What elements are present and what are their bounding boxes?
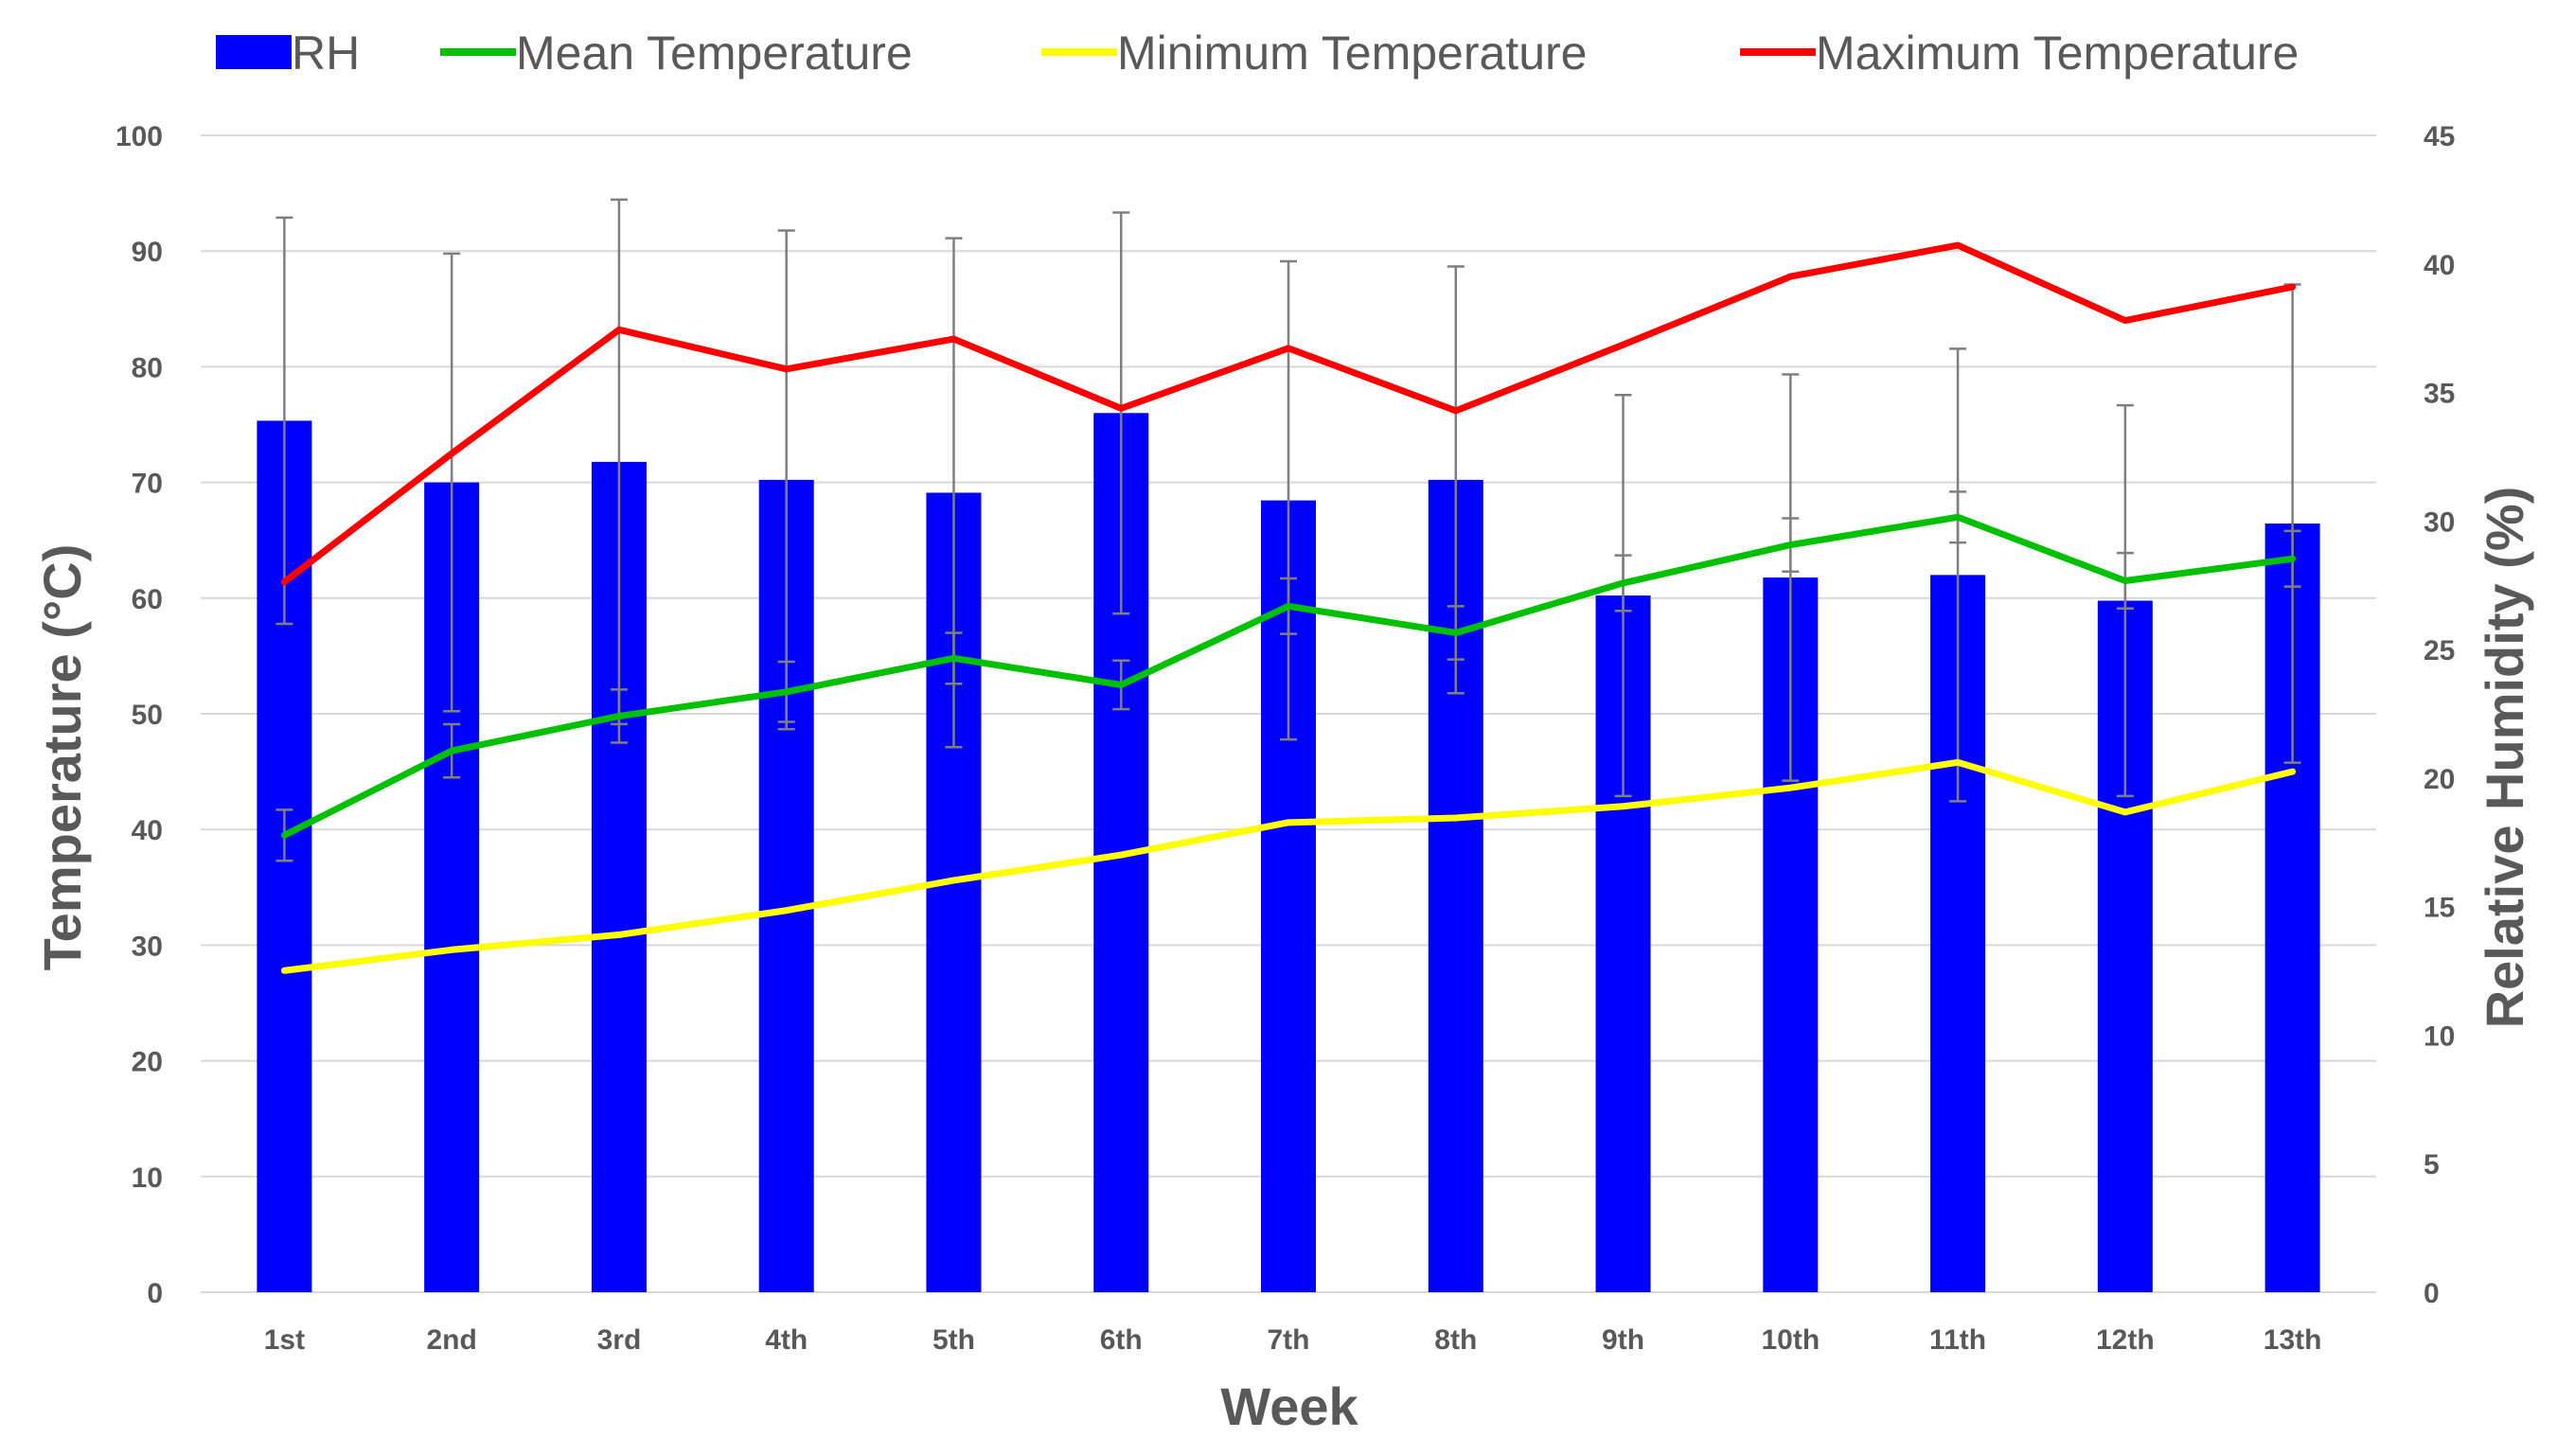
x-tick-label: 3rd (597, 1324, 642, 1356)
y-tick-label: 0 (147, 1278, 163, 1309)
y2-tick-label: 15 (2424, 893, 2455, 924)
maximum-temperature-line (280, 241, 2297, 586)
y2-tick-label: 25 (2424, 635, 2455, 666)
y-tick-label: 70 (132, 469, 163, 500)
y-axis-title: Temperature (°C) (32, 544, 92, 971)
y-tick-label: 50 (132, 700, 163, 731)
y-tick-label: 20 (132, 1047, 163, 1078)
y2-tick-label: 20 (2424, 764, 2455, 795)
y2-tick-label: 5 (2424, 1149, 2440, 1181)
y2-tick-label: 0 (2424, 1278, 2440, 1309)
mean-temperature-line (280, 513, 2297, 839)
x-tick-label: 13th (2264, 1324, 2322, 1356)
y-tick-label: 80 (132, 352, 163, 383)
x-tick-label: 11th (1929, 1324, 1986, 1356)
x-tick-label: 4th (765, 1324, 808, 1356)
y2-tick-label: 40 (2424, 250, 2455, 281)
y2-axis-title: Relative Humidity (%) (2475, 487, 2534, 1029)
x-tick-label: 8th (1434, 1324, 1477, 1356)
x-tick-label: 2nd (426, 1324, 476, 1356)
legend-label: Mean Temperature (516, 27, 913, 80)
axes: 0 10 20 30 40 50 60 70 80 90 100 0 5 10 15 20 25 30 35 40 45… (115, 121, 2455, 1356)
y2-tick-label: 45 (2424, 121, 2455, 152)
x-tick-label: 1st (264, 1324, 305, 1356)
x-tick-label: 12th (2096, 1324, 2155, 1356)
x-tick-label: 9th (1602, 1324, 1644, 1356)
y2-tick-label: 10 (2424, 1021, 2455, 1052)
y2-tick-label: 30 (2424, 506, 2455, 538)
legend-label: RH (292, 27, 360, 80)
x-tick-label: 10th (1761, 1324, 1820, 1356)
y2-tick-label: 35 (2424, 379, 2455, 410)
temperature-lines (280, 241, 2297, 974)
minimum-temperature-line (280, 758, 2297, 974)
x-tick-label: 6th (1100, 1324, 1143, 1356)
legend-swatch-rh (216, 35, 292, 69)
legend-label: Maximum Temperature (1816, 27, 2299, 80)
y-tick-label: 90 (132, 237, 163, 268)
x-tick-label: 5th (932, 1324, 975, 1356)
y-tick-label: 10 (132, 1163, 163, 1194)
y-tick-label: 100 (115, 121, 163, 152)
x-axis-title: Week (1220, 1376, 1358, 1436)
x-tick-label: 7th (1268, 1324, 1310, 1356)
y-tick-label: 40 (132, 815, 163, 846)
legend: RH Mean Temperature Minimum Temperature Max… (216, 27, 2299, 80)
y-tick-label: 30 (132, 931, 163, 962)
y-tick-label: 60 (132, 584, 163, 615)
legend-label: Minimum Temperature (1117, 27, 1587, 80)
